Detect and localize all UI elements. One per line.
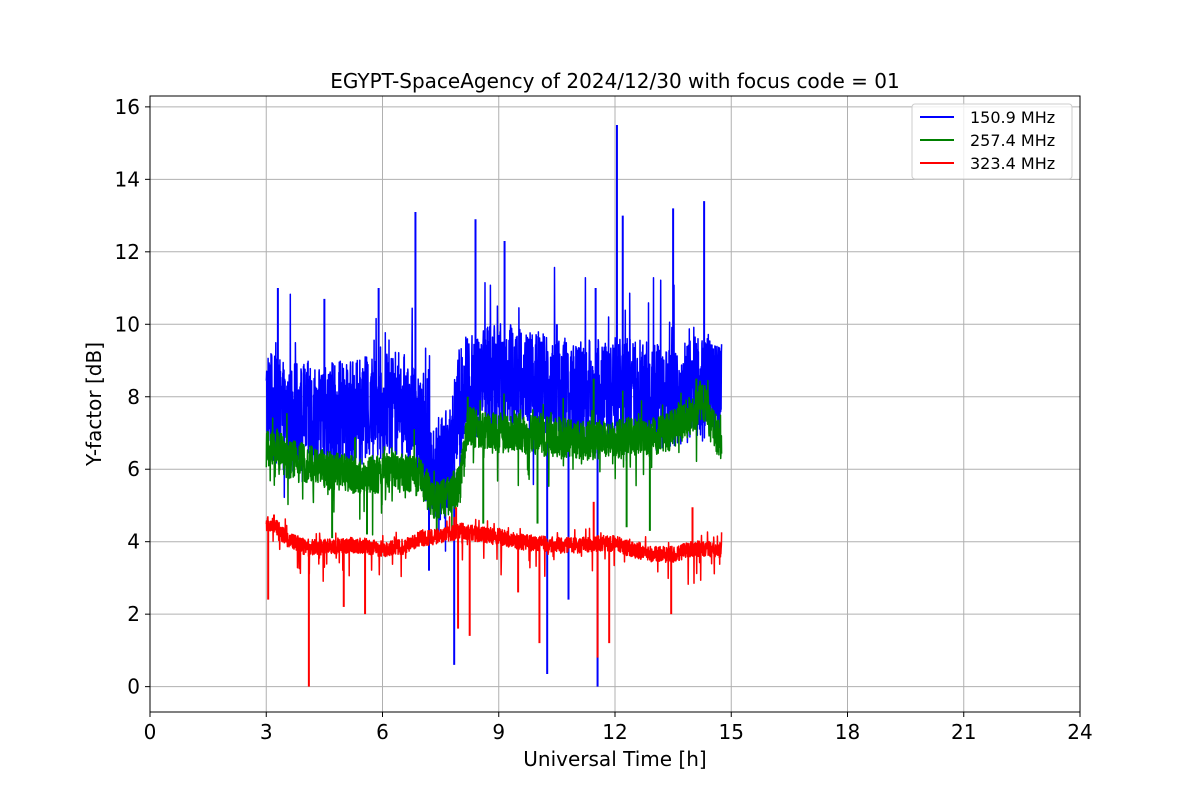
y-tick-label: 14 [115, 167, 140, 191]
legend-label: 257.4 MHz [970, 131, 1055, 150]
series-layer [265, 124, 723, 687]
y-tick-label: 2 [127, 602, 140, 626]
y-tick-label: 6 [127, 457, 140, 481]
y-tick-label: 8 [127, 385, 140, 409]
x-tick-label: 24 [1067, 720, 1092, 744]
x-tick-label: 6 [376, 720, 389, 744]
x-tick-label: 15 [719, 720, 744, 744]
y-tick-label: 0 [127, 675, 140, 699]
x-tick-label: 3 [260, 720, 273, 744]
legend-label: 150.9 MHz [970, 108, 1055, 127]
legend: 150.9 MHz 257.4 MHz 323.4 MHz [911, 103, 1073, 180]
legend-label: 323.4 MHz [970, 154, 1055, 173]
series-line [265, 379, 723, 536]
series-line [265, 266, 723, 552]
x-tick-label: 0 [144, 720, 157, 744]
x-tick-label: 18 [835, 720, 860, 744]
series-line [265, 516, 723, 585]
y-axis-label: Y-factor [dB] [82, 342, 106, 467]
x-axis-label: Universal Time [h] [523, 747, 706, 771]
y-tick-label: 16 [115, 95, 140, 119]
chart-title: EGYPT-SpaceAgency of 2024/12/30 with foc… [330, 69, 899, 93]
legend-box [911, 103, 1073, 180]
y-tick-label: 10 [115, 312, 140, 336]
y-tick-label: 4 [127, 530, 140, 554]
x-tick-label: 21 [951, 720, 976, 744]
x-tick-label: 12 [602, 720, 627, 744]
x-tick-label: 9 [492, 720, 505, 744]
y-tick-label: 12 [115, 240, 140, 264]
